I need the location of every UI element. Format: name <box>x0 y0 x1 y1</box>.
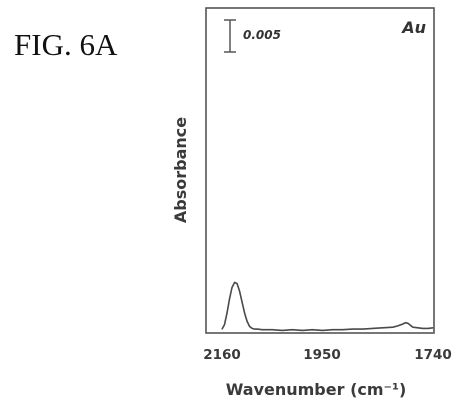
scale-bar: 0.005 <box>224 19 281 53</box>
spectrum-point <box>407 322 409 324</box>
x-tick-label-1740: 1740 <box>414 347 452 363</box>
spectrum-point <box>231 286 233 289</box>
spectrum-point <box>291 329 293 331</box>
spectrum-point <box>404 322 406 324</box>
spectrum-point <box>246 320 248 322</box>
sample-annotation: Au <box>400 18 426 37</box>
spectrum-point <box>223 324 226 326</box>
x-tick-label-1950: 1950 <box>303 347 341 363</box>
figure-label: FIG. 6A <box>14 27 118 62</box>
x-axis-label: Wavenumber (cm⁻¹) <box>226 380 407 399</box>
spectrum-point <box>228 298 231 300</box>
spectrum-point <box>301 329 303 331</box>
y-axis-label: Absorbance <box>171 117 190 223</box>
spectrum-point <box>249 325 251 328</box>
spectrum-point <box>417 327 419 329</box>
spectrum-line <box>221 281 434 332</box>
spectrum-point <box>352 328 354 330</box>
spectrum-point <box>392 326 394 328</box>
scale-bar-label: 0.005 <box>243 28 281 42</box>
spectrum-point <box>254 328 256 330</box>
spectrum-point <box>256 328 258 330</box>
spectrum-point <box>244 312 246 314</box>
spectrum-point <box>427 327 429 329</box>
series-layer <box>221 281 434 332</box>
spectrum-point <box>251 327 253 329</box>
spectrum-point <box>226 312 228 314</box>
spectrum-point <box>382 327 384 329</box>
spectrum-point <box>281 329 283 331</box>
spectrum-point <box>432 327 434 329</box>
spectrum-point <box>311 329 313 331</box>
spectrum-point <box>372 327 374 329</box>
spectrum-point <box>422 327 424 329</box>
spectrum-point <box>321 329 324 331</box>
spectrum-point <box>239 290 241 292</box>
spectrum-point <box>409 324 411 326</box>
spectrum-point <box>241 301 243 303</box>
spectrum-point <box>234 281 236 283</box>
spectrum-point <box>362 328 364 330</box>
plot-frame <box>205 7 435 334</box>
spectrum-point <box>402 323 404 325</box>
spectrum-point <box>271 329 273 331</box>
spectrum-point <box>397 325 399 327</box>
spectrum-point <box>342 329 344 331</box>
x-tick-label-2160: 2160 <box>203 347 241 363</box>
spectrum-point <box>236 283 238 285</box>
spectrum-point <box>261 329 263 331</box>
spectrum-point <box>221 328 223 330</box>
spectrum-point <box>412 326 414 328</box>
spectrum-point <box>331 329 334 331</box>
